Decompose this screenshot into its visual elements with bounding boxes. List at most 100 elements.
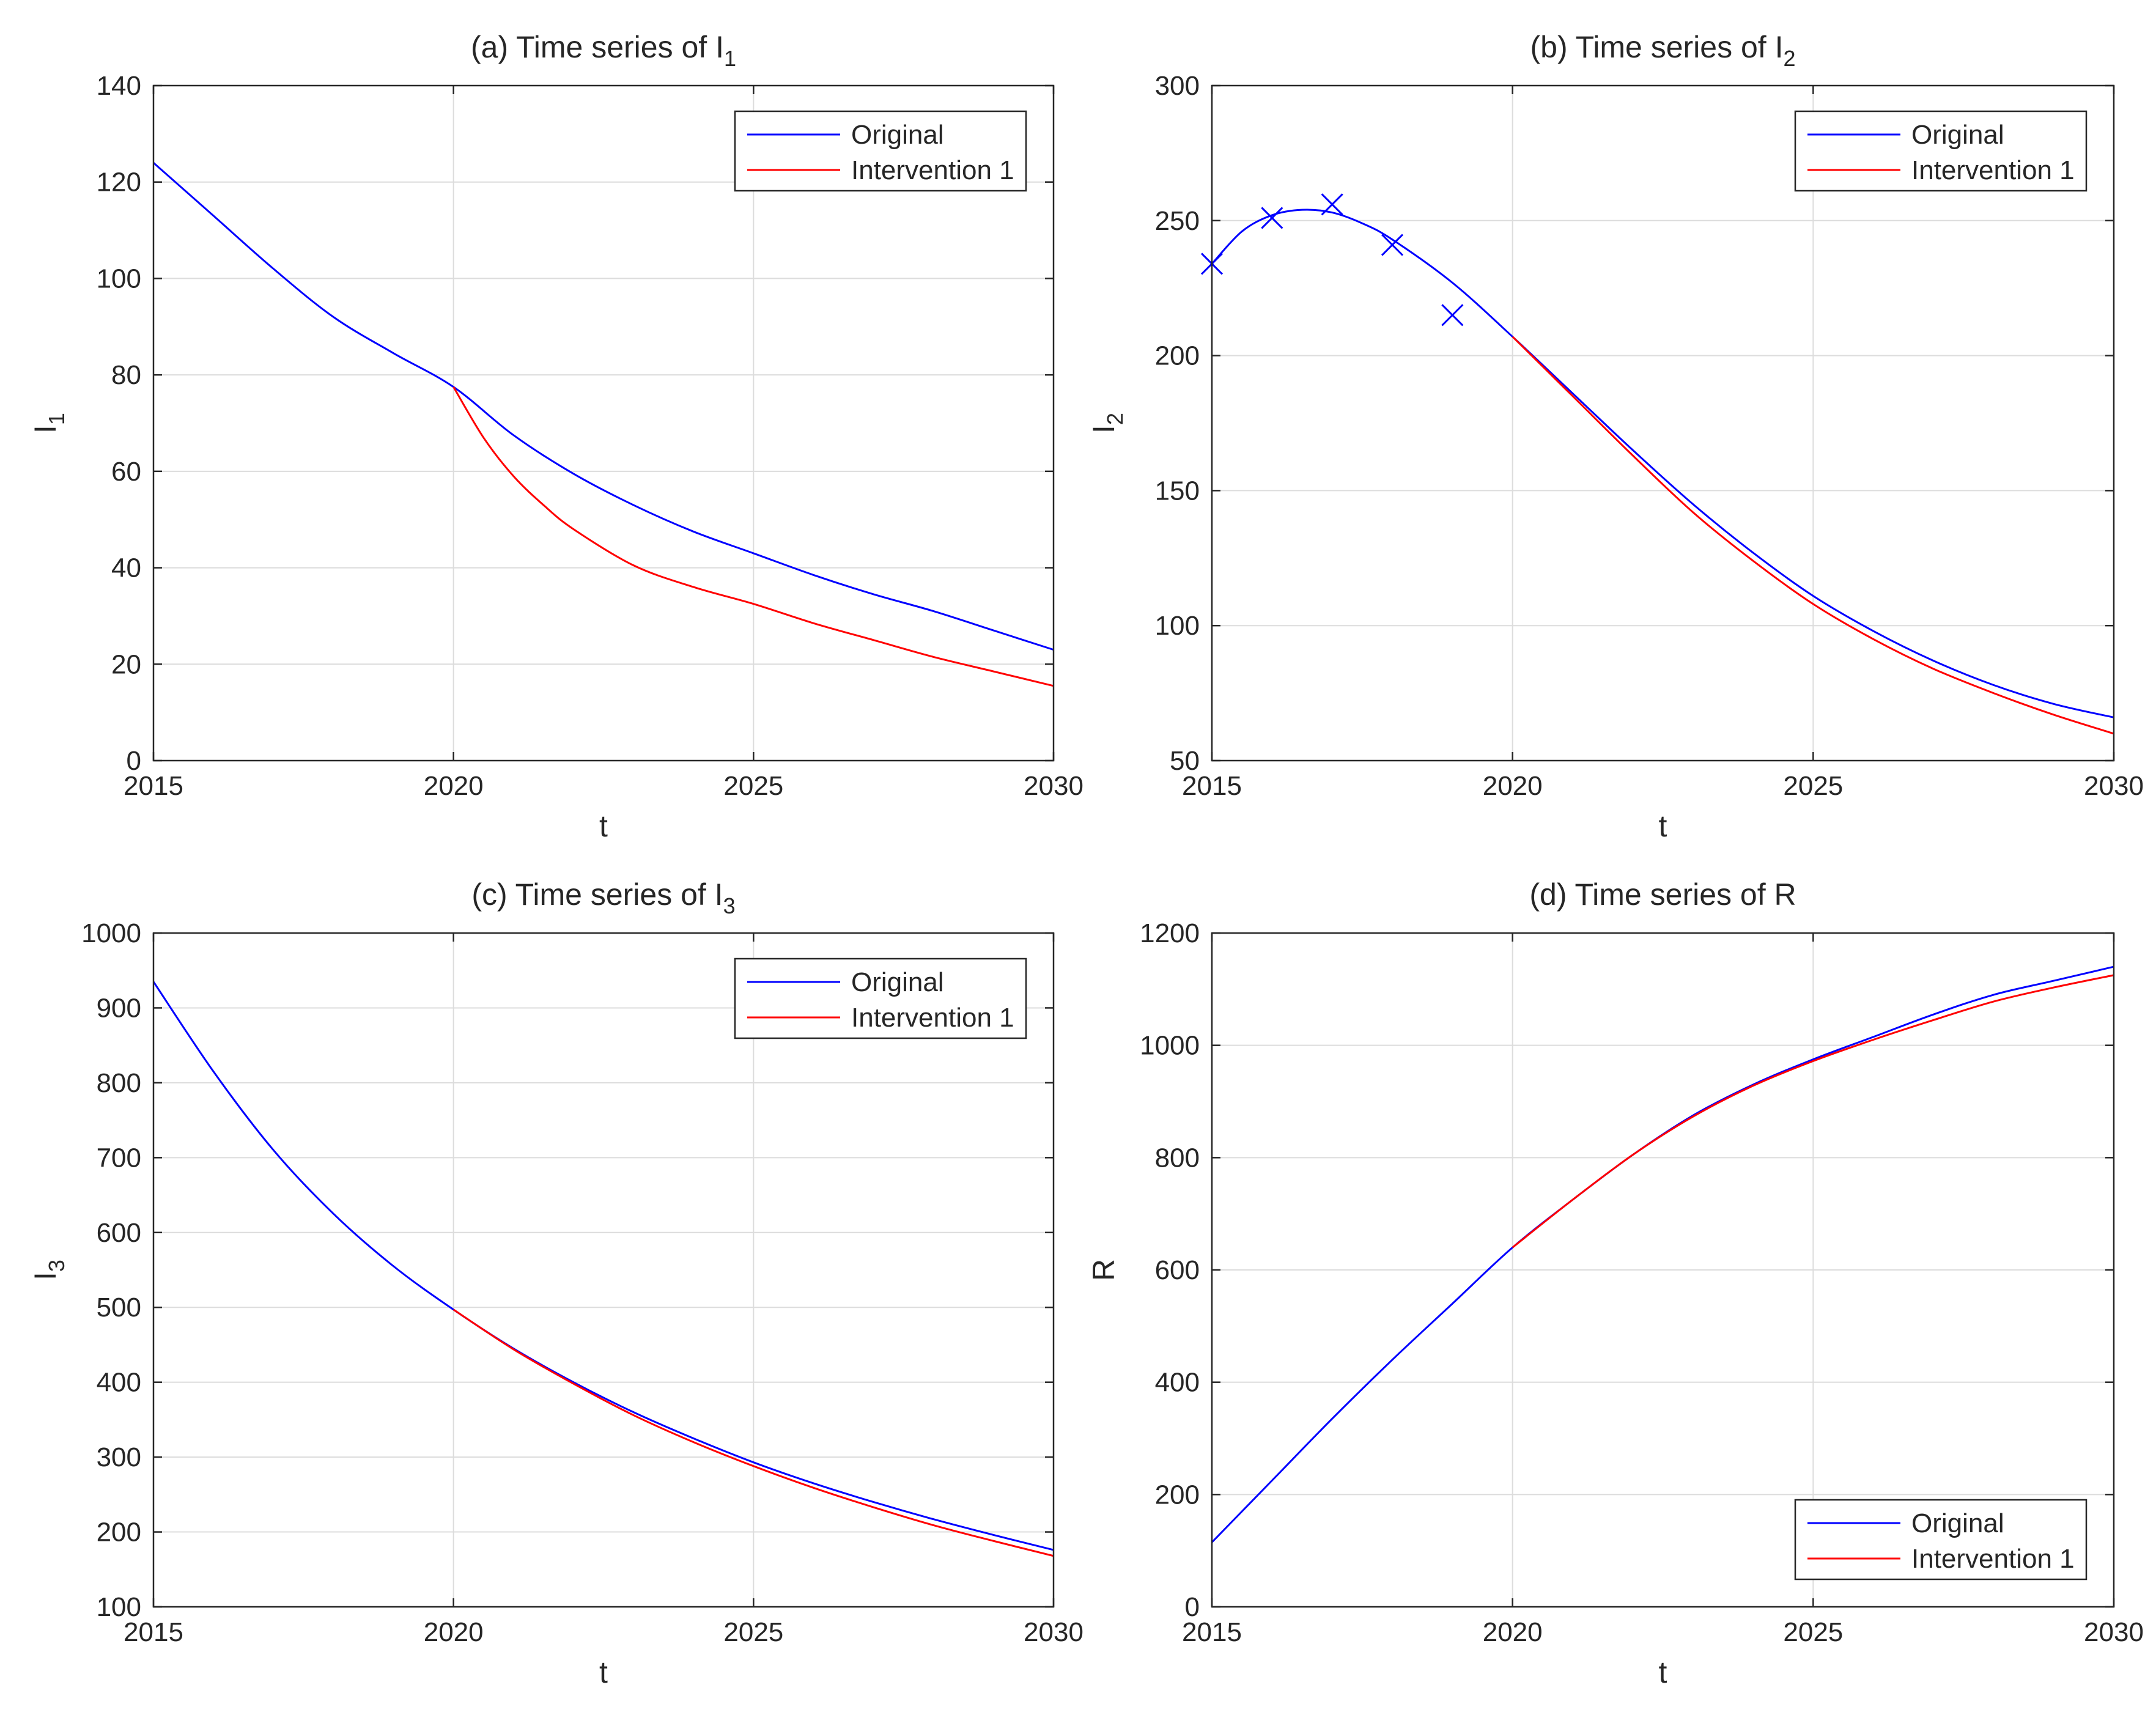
chart-title-subscript: 1 <box>724 46 736 71</box>
x-tick-label: 2015 <box>1182 771 1242 801</box>
x-tick-label: 2030 <box>2084 771 2144 801</box>
x-tick-label: 2020 <box>1483 1617 1543 1647</box>
observation-marker <box>1381 234 1404 256</box>
legend-box <box>734 957 1027 1039</box>
x-tick-label: 2025 <box>723 1617 783 1647</box>
x-axis-label: t <box>599 809 608 843</box>
y-tick-label: 100 <box>97 1592 141 1622</box>
y-tick-label: 0 <box>127 746 141 776</box>
legend: Original Intervention 1 <box>1794 1499 2088 1581</box>
y-axis-label-main: I <box>28 1272 62 1280</box>
y-tick-label: 400 <box>1155 1368 1200 1398</box>
x-tick-label: 2030 <box>2084 1617 2144 1647</box>
x-tick-label: 2030 <box>1024 771 1084 801</box>
legend-box <box>1794 1499 2088 1581</box>
y-tick-label: 200 <box>1155 341 1200 371</box>
series-line-original <box>1211 965 2114 1543</box>
subplot-d: 2015 2020 2025 2030 0 200 400 600 800 1000 1200 (d)… <box>1087 877 2144 1689</box>
y-tick-label: 1000 <box>81 918 141 948</box>
legend-box <box>734 110 1027 192</box>
y-axis-label: I2 <box>1087 413 1128 434</box>
x-tick-label: 2020 <box>424 1617 484 1647</box>
chart-title-subscript: 3 <box>723 893 736 918</box>
chart-title: (a) Time series of I1 <box>471 30 736 71</box>
series-line-intervention-1 <box>452 1308 1054 1557</box>
chart-title: (d) Time series of R <box>1529 877 1796 912</box>
x-tick-label: 2015 <box>124 771 183 801</box>
legend-label: Intervention 1 <box>1911 1544 2075 1574</box>
y-axis-label: I3 <box>28 1260 69 1280</box>
y-tick-label: 100 <box>97 264 141 293</box>
y-tick-label: 800 <box>97 1068 141 1098</box>
legend-label: Original <box>1911 1508 2004 1538</box>
y-tick-label: 80 <box>111 360 141 390</box>
y-axis-label-main: R <box>1087 1259 1121 1281</box>
series-line-original <box>1211 208 2114 718</box>
chart-title-subscript: 2 <box>1783 46 1795 71</box>
subplot-c: 2015 2020 2025 2030 100 200 300 400 500 600 700 800… <box>28 877 1084 1689</box>
observation-marker <box>1441 304 1464 327</box>
y-tick-label: 150 <box>1155 476 1200 506</box>
y-axis-label-main: I <box>28 425 62 434</box>
legend-box <box>1794 110 2088 192</box>
x-axis-label: t <box>599 1655 608 1689</box>
y-tick-label: 140 <box>97 71 141 101</box>
axes-box <box>1211 84 2115 762</box>
y-tick-label: 200 <box>97 1518 141 1548</box>
y-axis-label: I1 <box>28 413 69 434</box>
y-tick-label: 500 <box>97 1293 141 1323</box>
legend: Original Intervention 1 <box>1794 110 2088 192</box>
series-line-intervention-1 <box>1512 974 2114 1249</box>
y-tick-label: 1000 <box>1140 1031 1200 1061</box>
series-line-intervention-1 <box>1512 336 2114 735</box>
y-tick-label: 40 <box>111 553 141 583</box>
legend: Original Intervention 1 <box>734 957 1027 1039</box>
x-axis-label: t <box>1659 1655 1667 1689</box>
chart-title-main: (d) Time series of R <box>1529 877 1796 912</box>
x-tick-label: 2015 <box>124 1617 183 1647</box>
series-line-original <box>152 981 1054 1551</box>
y-tick-label: 600 <box>97 1218 141 1248</box>
x-tick-label: 2025 <box>1783 1617 1843 1647</box>
axes-box <box>152 932 1055 1608</box>
axes-box <box>152 84 1055 762</box>
x-tick-label: 2020 <box>1483 771 1543 801</box>
y-tick-label: 0 <box>1185 1592 1200 1622</box>
y-tick-label: 60 <box>111 457 141 487</box>
y-tick-label: 50 <box>1170 746 1200 776</box>
legend-label: Intervention 1 <box>851 155 1014 185</box>
series-line-intervention-1 <box>452 386 1054 687</box>
legend-label: Intervention 1 <box>1911 155 2075 185</box>
x-tick-label: 2030 <box>1024 1617 1084 1647</box>
subplot-b: 2015 2020 2025 2030 50 100 150 200 250 300 (b) Tim… <box>1087 30 2144 843</box>
legend-label: Original <box>851 120 944 150</box>
legend: Original Intervention 1 <box>734 110 1027 192</box>
x-tick-label: 2015 <box>1182 1617 1242 1647</box>
y-tick-label: 400 <box>97 1368 141 1398</box>
y-tick-label: 200 <box>1155 1480 1200 1510</box>
chart-title-main: (b) Time series of I <box>1530 30 1783 64</box>
legend-label: Intervention 1 <box>851 1003 1014 1033</box>
y-axis-label-subscript: 2 <box>1102 413 1128 425</box>
subplot-a: 2015 2020 2025 2030 0 20 40 60 80 100 120 140 (a) Ti… <box>28 30 1084 843</box>
y-tick-label: 900 <box>97 993 141 1023</box>
chart-title: (c) Time series of I3 <box>471 877 735 918</box>
observation-marker <box>1321 193 1343 216</box>
chart-title-main: (a) Time series of I <box>471 30 724 64</box>
y-tick-label: 250 <box>1155 206 1200 236</box>
observation-marker <box>1261 207 1283 229</box>
y-axis-label-main: I <box>1087 425 1121 434</box>
y-tick-label: 800 <box>1155 1143 1200 1173</box>
x-axis-label: t <box>1659 809 1667 843</box>
y-tick-label: 20 <box>111 649 141 679</box>
y-tick-label: 120 <box>97 168 141 197</box>
y-tick-label: 700 <box>97 1143 141 1173</box>
y-axis-label-subscript: 3 <box>44 1260 69 1272</box>
x-tick-label: 2025 <box>1783 771 1843 801</box>
chart-title-main: (c) Time series of I <box>471 877 723 912</box>
y-tick-label: 100 <box>1155 611 1200 641</box>
y-tick-label: 300 <box>97 1442 141 1472</box>
y-tick-label: 1200 <box>1140 918 1200 948</box>
